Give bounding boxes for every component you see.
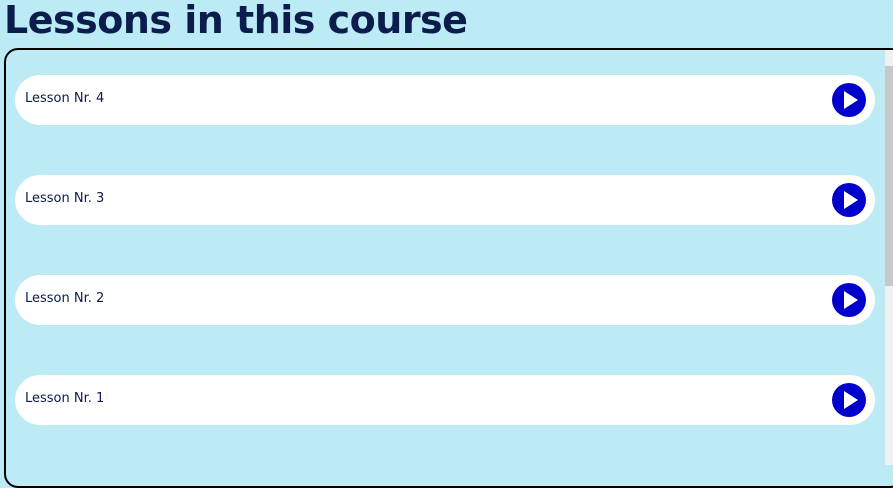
- lesson-label: Lesson Nr. 3: [25, 191, 105, 206]
- lesson-row[interactable]: Lesson Nr. 3: [15, 175, 875, 225]
- lesson-row[interactable]: Lesson Nr. 4: [15, 75, 875, 125]
- play-button[interactable]: [831, 382, 867, 418]
- page: Lessons in this course Lesson Nr. 4 Lesso…: [4, 0, 893, 488]
- scrollbar-thumb[interactable]: [885, 66, 893, 286]
- play-button[interactable]: [831, 282, 867, 318]
- play-button[interactable]: [831, 182, 867, 218]
- play-button[interactable]: [831, 82, 867, 118]
- lesson-row[interactable]: Lesson Nr. 1: [15, 375, 875, 425]
- lesson-label: Lesson Nr. 4: [25, 91, 105, 106]
- lesson-label: Lesson Nr. 2: [25, 291, 105, 306]
- lesson-label: Lesson Nr. 1: [25, 391, 105, 406]
- lesson-row[interactable]: Lesson Nr. 2: [15, 275, 875, 325]
- page-title: Lessons in this course: [4, 0, 468, 42]
